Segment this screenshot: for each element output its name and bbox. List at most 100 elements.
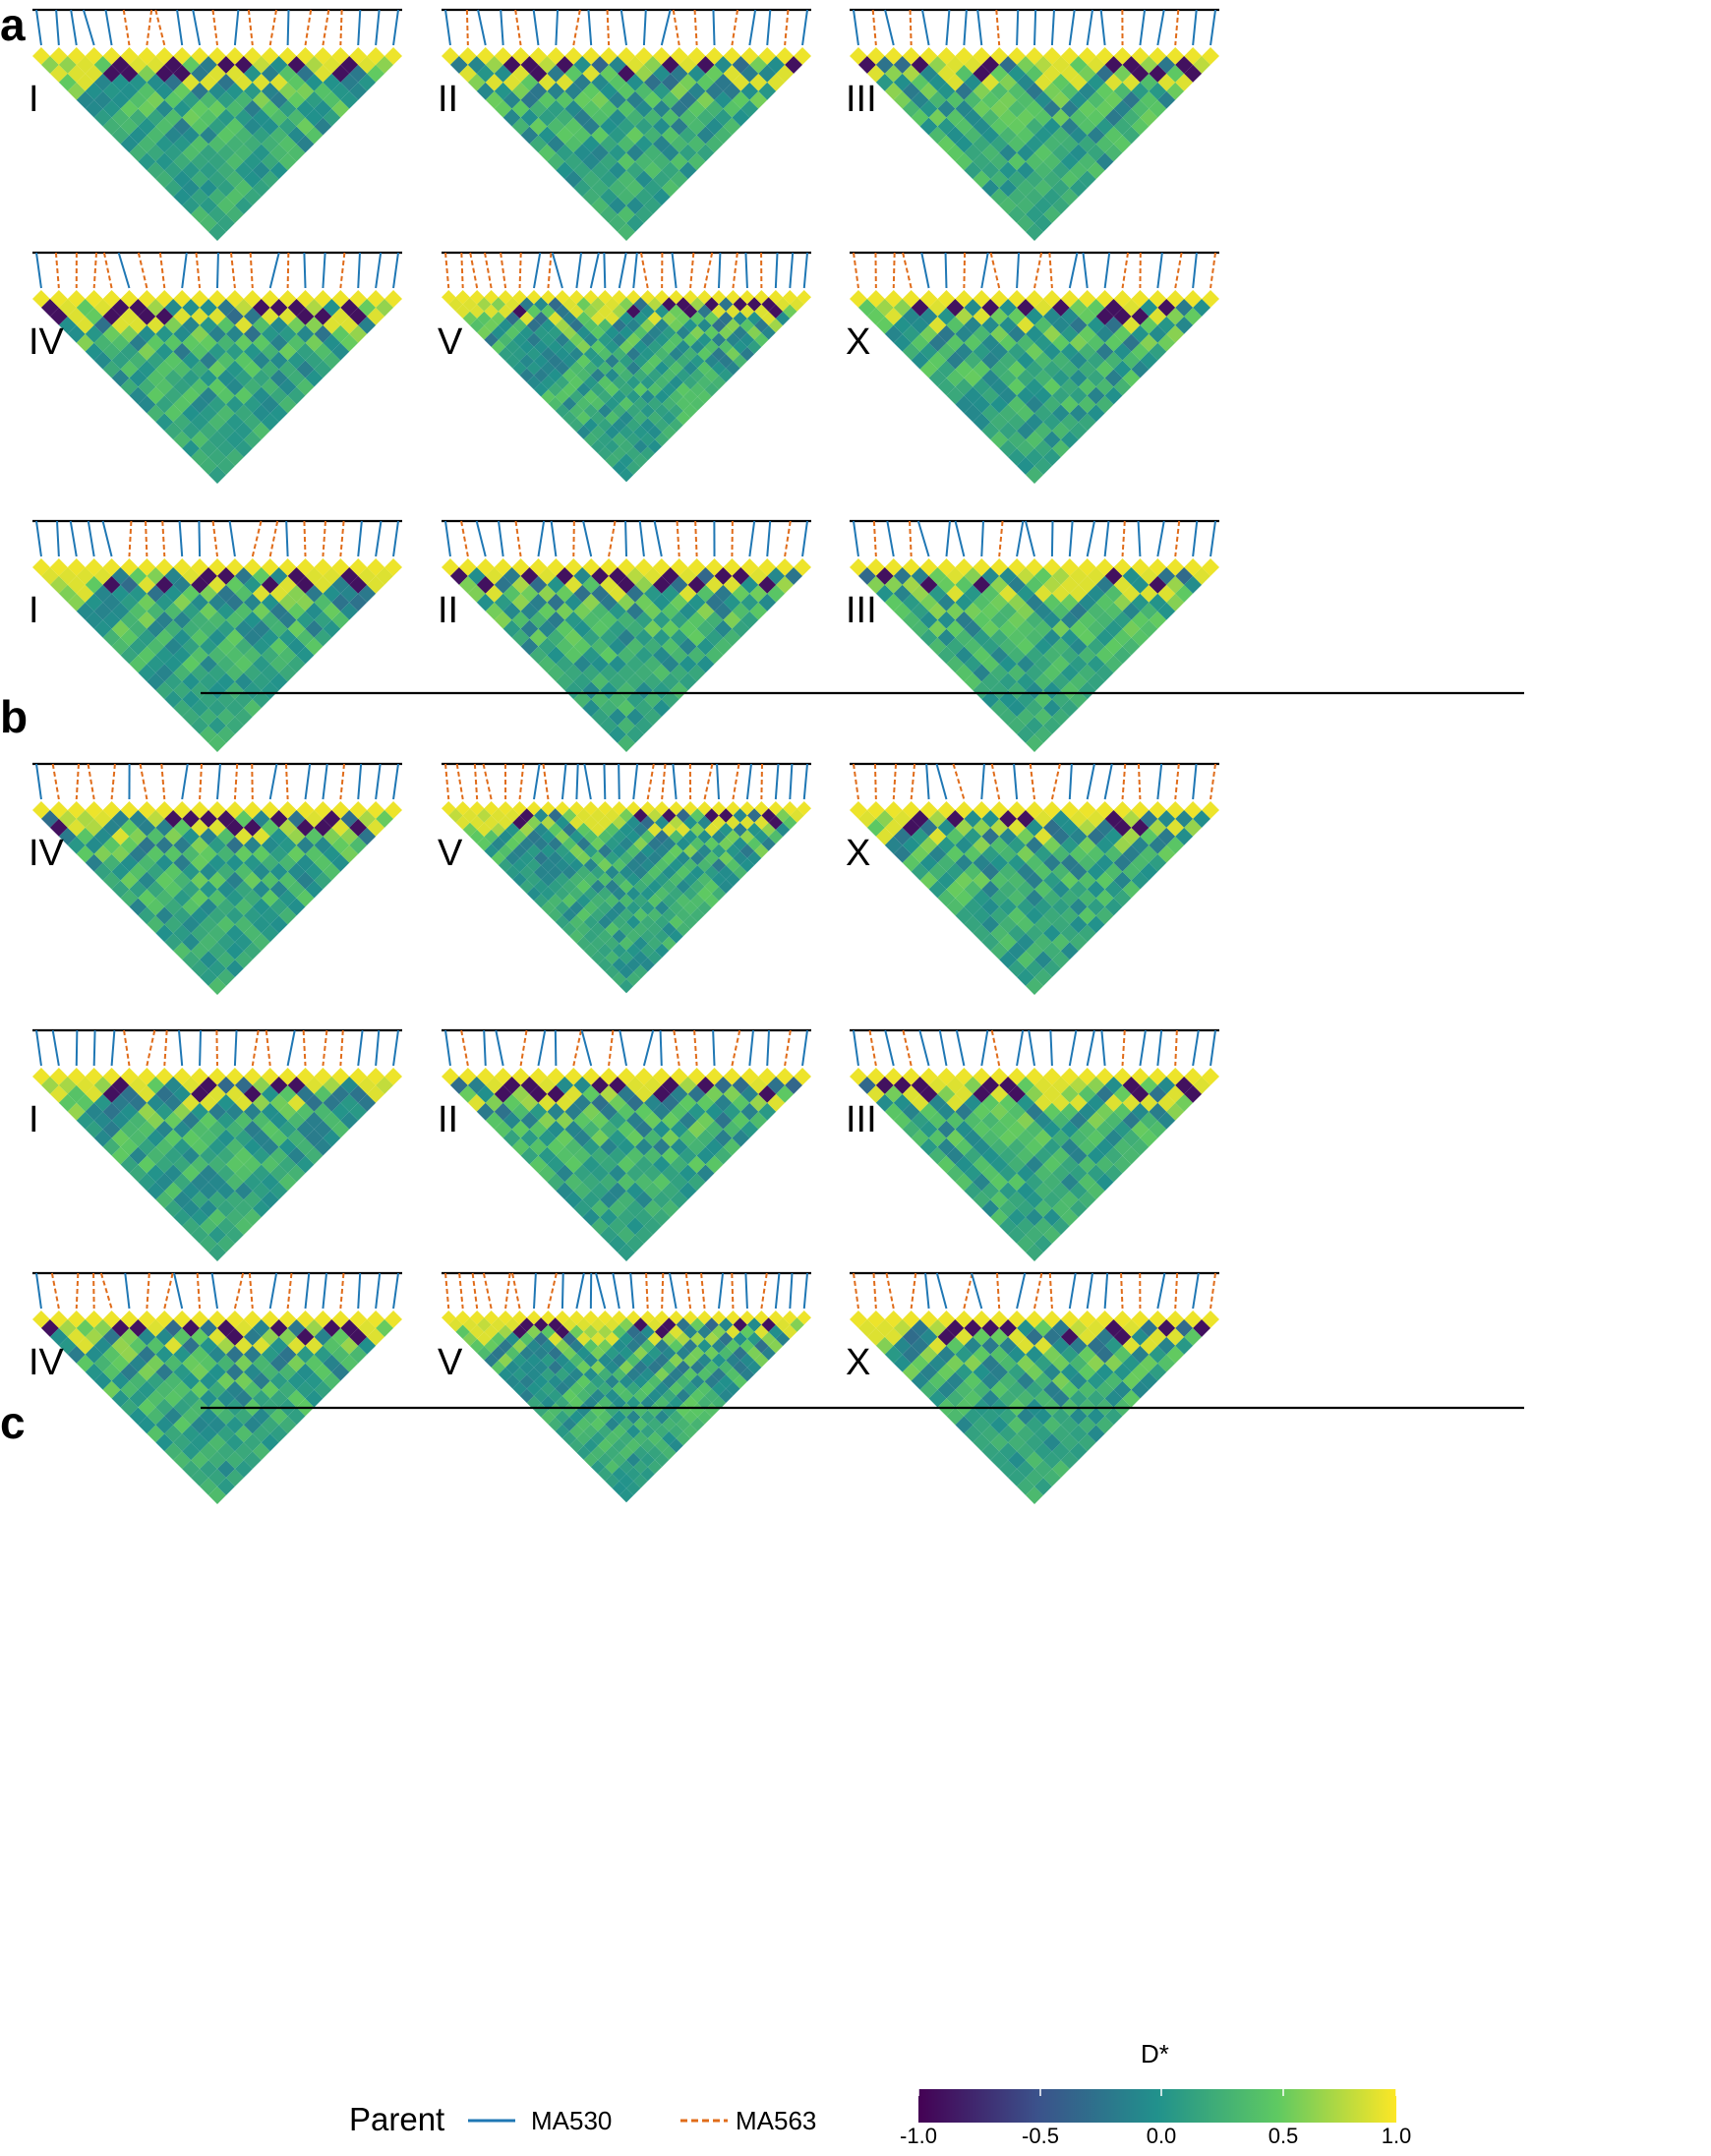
ld-cell (261, 413, 279, 432)
ld-cell (634, 717, 653, 735)
ld-cell (619, 382, 634, 397)
ld-cell (85, 82, 103, 100)
ld-cell (287, 333, 306, 352)
ld-cell (85, 853, 103, 872)
ld-cell (690, 1388, 705, 1403)
marker-link-ma563 (572, 9, 581, 46)
ld-cell (498, 304, 513, 319)
ld-cell (654, 1353, 670, 1368)
ld-cell (129, 73, 148, 91)
ld-cell (200, 108, 217, 127)
ld-cell (120, 836, 139, 854)
marker-link-ma530 (955, 1029, 966, 1067)
ld-cell (626, 290, 641, 305)
ld-cell (498, 815, 513, 830)
ld-cell (191, 290, 209, 308)
ld-cell (1202, 1311, 1219, 1328)
ld-cell (155, 99, 174, 118)
ld-cell (1157, 1111, 1176, 1130)
ld-cell (690, 837, 705, 851)
marker-link-ma563 (215, 1029, 218, 1067)
marker-link-ma530 (124, 1272, 131, 1310)
ld-cell (548, 311, 562, 326)
ld-cell (217, 862, 235, 881)
ld-cell (102, 99, 121, 118)
ld-cell (331, 611, 350, 629)
chromosome-label-I: I (29, 79, 39, 120)
ld-cell (234, 1129, 253, 1147)
ld-cell (138, 558, 156, 576)
ld-cell (690, 1374, 705, 1389)
ld-cell (234, 1093, 253, 1112)
marker-link-ma530 (945, 520, 951, 557)
ld-cell (561, 1331, 577, 1347)
ld-cell (556, 144, 574, 162)
ld-cell (955, 818, 974, 837)
ld-cell (548, 1374, 562, 1389)
marker-link-ma530 (498, 520, 504, 557)
ld-cell (634, 664, 653, 682)
ld-cell (217, 404, 235, 423)
ld-cell (252, 1199, 270, 1218)
ld-cell (120, 82, 139, 100)
ld-cell (173, 664, 192, 682)
ld-cell (191, 1398, 209, 1417)
ld-cell (155, 801, 174, 819)
ld-cell (217, 1318, 235, 1337)
ld-cell (547, 628, 565, 647)
ld-cell (990, 1327, 1009, 1346)
ld-cell (1157, 316, 1176, 334)
ld-cell (49, 1311, 68, 1328)
ld-cell (541, 304, 556, 319)
ld-panel-c-III (850, 1028, 1219, 1261)
ld-cell (1157, 55, 1176, 74)
ld-cell (191, 681, 209, 700)
ld-cell (1184, 47, 1203, 65)
ld-cell (583, 304, 599, 319)
ld-cell (634, 82, 653, 100)
ld-cell (1202, 801, 1219, 819)
ld-cell (331, 575, 350, 594)
marker-link-ma563 (247, 9, 254, 46)
ld-cell (512, 346, 527, 362)
ld-cell (1095, 152, 1114, 171)
ld-cell (682, 886, 698, 902)
ld-cell (682, 914, 698, 930)
ld-cell (696, 144, 715, 162)
marker-link-ma563 (139, 763, 148, 800)
ld-cell (129, 845, 148, 863)
ld-cell (261, 1363, 279, 1381)
marker-link-ma530 (1068, 9, 1076, 46)
ld-cell (654, 829, 670, 845)
marker-link-ma563 (1033, 252, 1043, 289)
ld-cell (287, 584, 306, 603)
ld-cell (775, 1317, 791, 1332)
ld-cell (590, 1445, 606, 1460)
ld-cell (612, 1467, 626, 1482)
ld-cell (640, 1410, 655, 1425)
ld-cell (857, 298, 876, 317)
marker-link-ma530 (56, 520, 60, 557)
ld-cell (634, 1191, 653, 1209)
marker-link-ma530 (375, 1272, 382, 1310)
ld-cell (754, 801, 769, 816)
ld-cell (955, 1102, 974, 1121)
ld-cell (548, 1331, 562, 1347)
ld-cell (155, 628, 174, 647)
ld-cell (234, 1318, 253, 1337)
marker-link-ma563 (455, 763, 464, 800)
ld-cell (973, 290, 991, 308)
ld-cell (662, 850, 677, 866)
ld-cell (733, 311, 747, 326)
ld-cell (612, 844, 626, 858)
ld-cell (234, 144, 253, 162)
ld-cell (754, 829, 769, 845)
ld-cell (191, 395, 209, 414)
ld-cell (102, 290, 121, 308)
ld-cell (561, 879, 577, 894)
ld-cell (340, 90, 359, 109)
ld-cell (1149, 342, 1167, 361)
ld-cell (654, 418, 670, 433)
ld-cell (120, 324, 139, 343)
marker-link-ma563 (160, 763, 166, 800)
